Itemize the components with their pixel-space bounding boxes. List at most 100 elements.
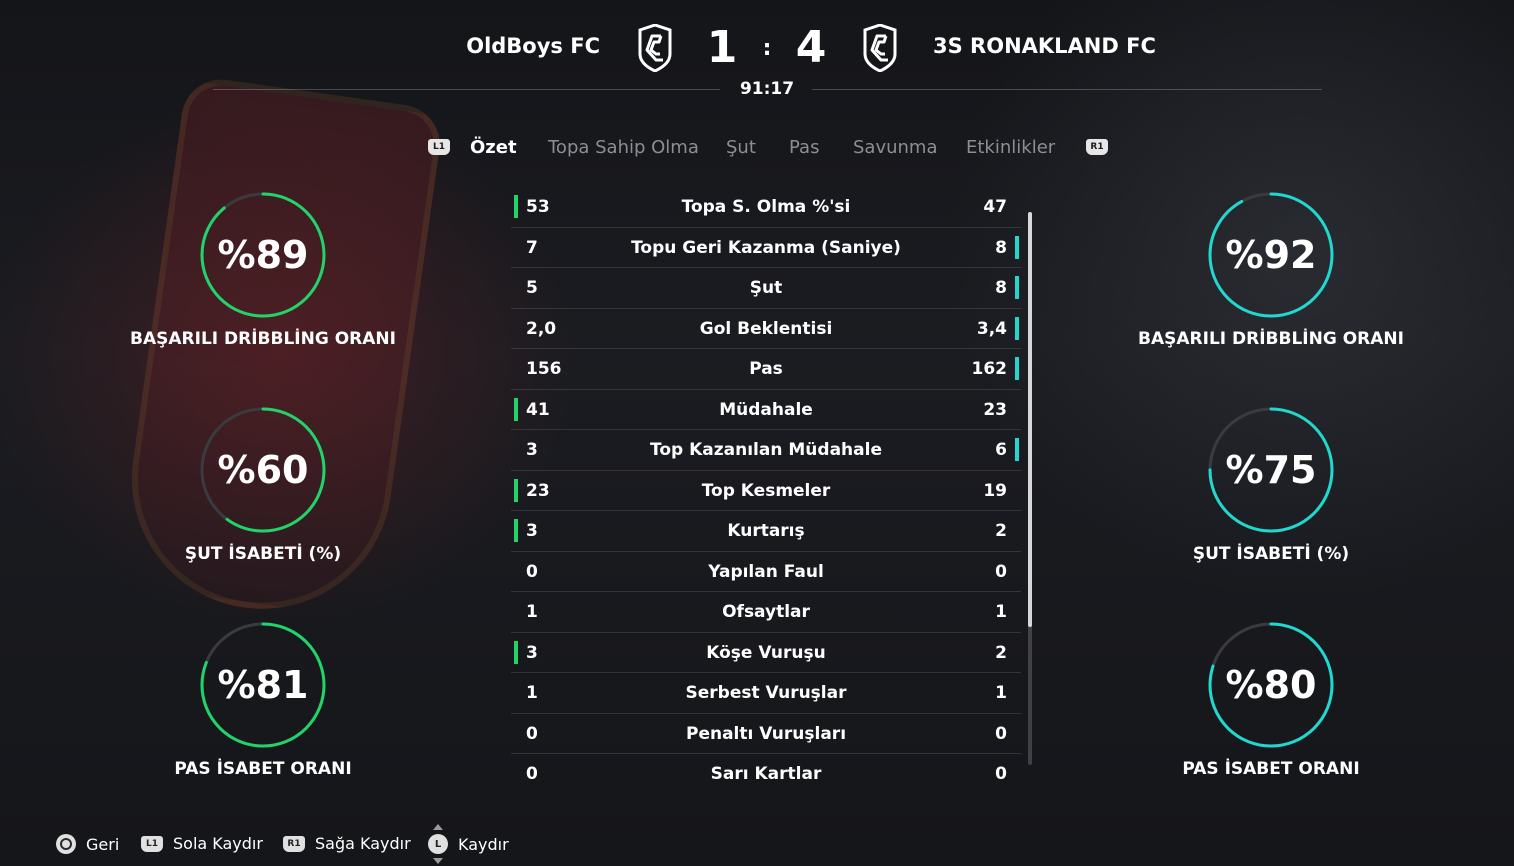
stat-away-value: 8 (995, 278, 1007, 298)
l1-bumper-icon[interactable]: L1 (428, 139, 450, 155)
stat-away-value: 0 (995, 561, 1007, 582)
away-shot-accuracy-label: ŞUT İSABETİ (%) (1192, 544, 1350, 564)
header-divider-left (213, 89, 720, 90)
scroll-left-button[interactable]: L1 Sola Kaydır (141, 834, 263, 853)
stat-label: Müdahale (719, 399, 813, 420)
away-shot-accuracy-ring: %75 (1207, 406, 1335, 534)
stat-away-value: 8 (995, 237, 1007, 258)
home-dribbling-ring: %89 (199, 191, 327, 319)
home-leader-indicator (514, 478, 518, 502)
stat-away-value: 47 (983, 197, 1007, 217)
header-divider-right (812, 89, 1322, 90)
stat-row: 3 Kurtarış 2 (511, 511, 1021, 552)
scroll-right-label: Sağa Kaydır (315, 834, 411, 853)
stat-label: Topu Geri Kazanma (Saniye) (631, 237, 901, 258)
stat-label: Top Kazanılan Müdahale (650, 440, 882, 460)
stat-home-value: 1 (526, 683, 538, 703)
ring-value: %80 (1225, 663, 1317, 707)
ring-value: %75 (1225, 448, 1317, 492)
away-leader-indicator (1015, 235, 1019, 259)
tab-etkinlikler[interactable]: Etkinlikler (966, 137, 1056, 158)
stat-home-value: 41 (526, 399, 550, 420)
stat-home-value: 3 (526, 642, 538, 663)
stat-home-value: 0 (526, 723, 538, 744)
home-leader-indicator (514, 640, 518, 664)
tab-topa-sahip-olma[interactable]: Topa Sahip Olma (548, 137, 699, 158)
stat-row: 0 Yapılan Faul 0 (511, 552, 1021, 592)
stat-home-value: 3 (526, 521, 538, 541)
stat-home-value: 53 (526, 197, 550, 217)
home-dribbling-label: BAŞARILI DRİBBLİNG ORANI (130, 329, 396, 349)
away-leader-indicator (1015, 357, 1019, 380)
stat-home-value: 0 (526, 764, 538, 784)
home-pass-accuracy-label: PAS İSABET ORANI (174, 759, 352, 779)
stat-label: Sarı Kartlar (710, 764, 822, 784)
stat-home-value: 23 (526, 480, 550, 501)
away-leader-indicator (1015, 438, 1019, 461)
stat-home-value: 5 (526, 278, 538, 298)
back-button[interactable]: Geri (56, 834, 119, 854)
match-clock: 91:17 (739, 79, 795, 99)
stat-away-value: 1 (995, 602, 1007, 622)
stat-home-value: 0 (526, 561, 538, 582)
home-score: 1 (706, 22, 738, 73)
away-dribbling-ring: %92 (1207, 191, 1335, 319)
stat-label: Serbest Vuruşlar (685, 683, 847, 703)
stat-away-value: 6 (995, 440, 1007, 460)
stat-label: Şut (749, 278, 783, 298)
stat-label: Top Kesmeler (701, 480, 831, 501)
match-stats-table[interactable]: 53 Topa S. Olma %'si 47 7 Topu Geri Kazanma … (511, 187, 1021, 795)
scroll-right-button[interactable]: R1 Sağa Kaydır (283, 834, 411, 853)
stat-away-value: 2 (995, 642, 1007, 663)
stat-away-value: 2 (995, 521, 1007, 541)
stat-away-value: 19 (983, 480, 1007, 501)
r1-bumper-icon: R1 (283, 835, 305, 852)
stat-label: Köşe Vuruşu (706, 642, 826, 663)
stat-row: 2,0 Gol Beklentisi 3,4 (511, 309, 1021, 349)
away-team-name: 3S RONAKLAND FC (933, 34, 1156, 58)
tab-ozet[interactable]: Özet (470, 137, 517, 158)
scroll-button[interactable]: L Kaydır (428, 824, 509, 864)
stat-row: 5 Şut 8 (511, 268, 1021, 309)
stat-row: 0 Penaltı Vuruşları 0 (511, 714, 1021, 754)
stat-away-value: 3,4 (976, 318, 1007, 339)
l1-bumper-icon: L1 (141, 835, 163, 852)
home-leader-indicator (514, 195, 518, 218)
home-pass-accuracy-ring: %81 (199, 621, 327, 749)
stat-row: 3 Top Kazanılan Müdahale 6 (511, 430, 1021, 471)
stats-scrollbar[interactable] (1028, 212, 1032, 765)
stat-row: 41 Müdahale 23 (511, 390, 1021, 430)
stats-scrollbar-thumb[interactable] (1028, 212, 1032, 627)
left-stick-icon: L (428, 824, 448, 864)
stat-away-value: 23 (983, 399, 1007, 420)
stat-row: 3 Köşe Vuruşu 2 (511, 633, 1021, 673)
scroll-label: Kaydır (458, 834, 509, 854)
stat-label: Ofsaytlar (722, 602, 810, 622)
away-score: 4 (795, 22, 827, 73)
r1-bumper-icon[interactable]: R1 (1086, 139, 1108, 155)
tab-sut[interactable]: Şut (726, 137, 756, 158)
circle-button-icon (56, 834, 76, 854)
stat-row: 0 Sarı Kartlar 0 (511, 754, 1021, 795)
home-leader-indicator (514, 397, 518, 421)
stat-label: Penaltı Vuruşları (685, 723, 847, 744)
away-pass-accuracy-ring: %80 (1207, 621, 1335, 749)
tab-pas[interactable]: Pas (789, 137, 820, 158)
score-separator: : (762, 36, 772, 61)
stat-away-value: 0 (995, 764, 1007, 784)
stat-home-value: 156 (526, 359, 562, 379)
stat-row: 1 Serbest Vuruşlar 1 (511, 673, 1021, 714)
stat-home-value: 1 (526, 602, 538, 622)
away-pass-accuracy-label: PAS İSABET ORANI (1182, 759, 1360, 779)
stat-home-value: 7 (526, 237, 538, 258)
stat-home-value: 3 (526, 440, 538, 460)
tab-savunma[interactable]: Savunma (853, 137, 938, 158)
home-leader-indicator (514, 519, 518, 542)
away-dribbling-label: BAŞARILI DRİBBLİNG ORANI (1138, 329, 1404, 349)
away-leader-indicator (1015, 276, 1019, 299)
stat-row: 53 Topa S. Olma %'si 47 (511, 187, 1021, 228)
ring-value: %89 (217, 233, 309, 277)
stat-label: Gol Beklentisi (699, 318, 833, 339)
stat-row: 23 Top Kesmeler 19 (511, 471, 1021, 511)
away-leader-indicator (1015, 316, 1019, 340)
